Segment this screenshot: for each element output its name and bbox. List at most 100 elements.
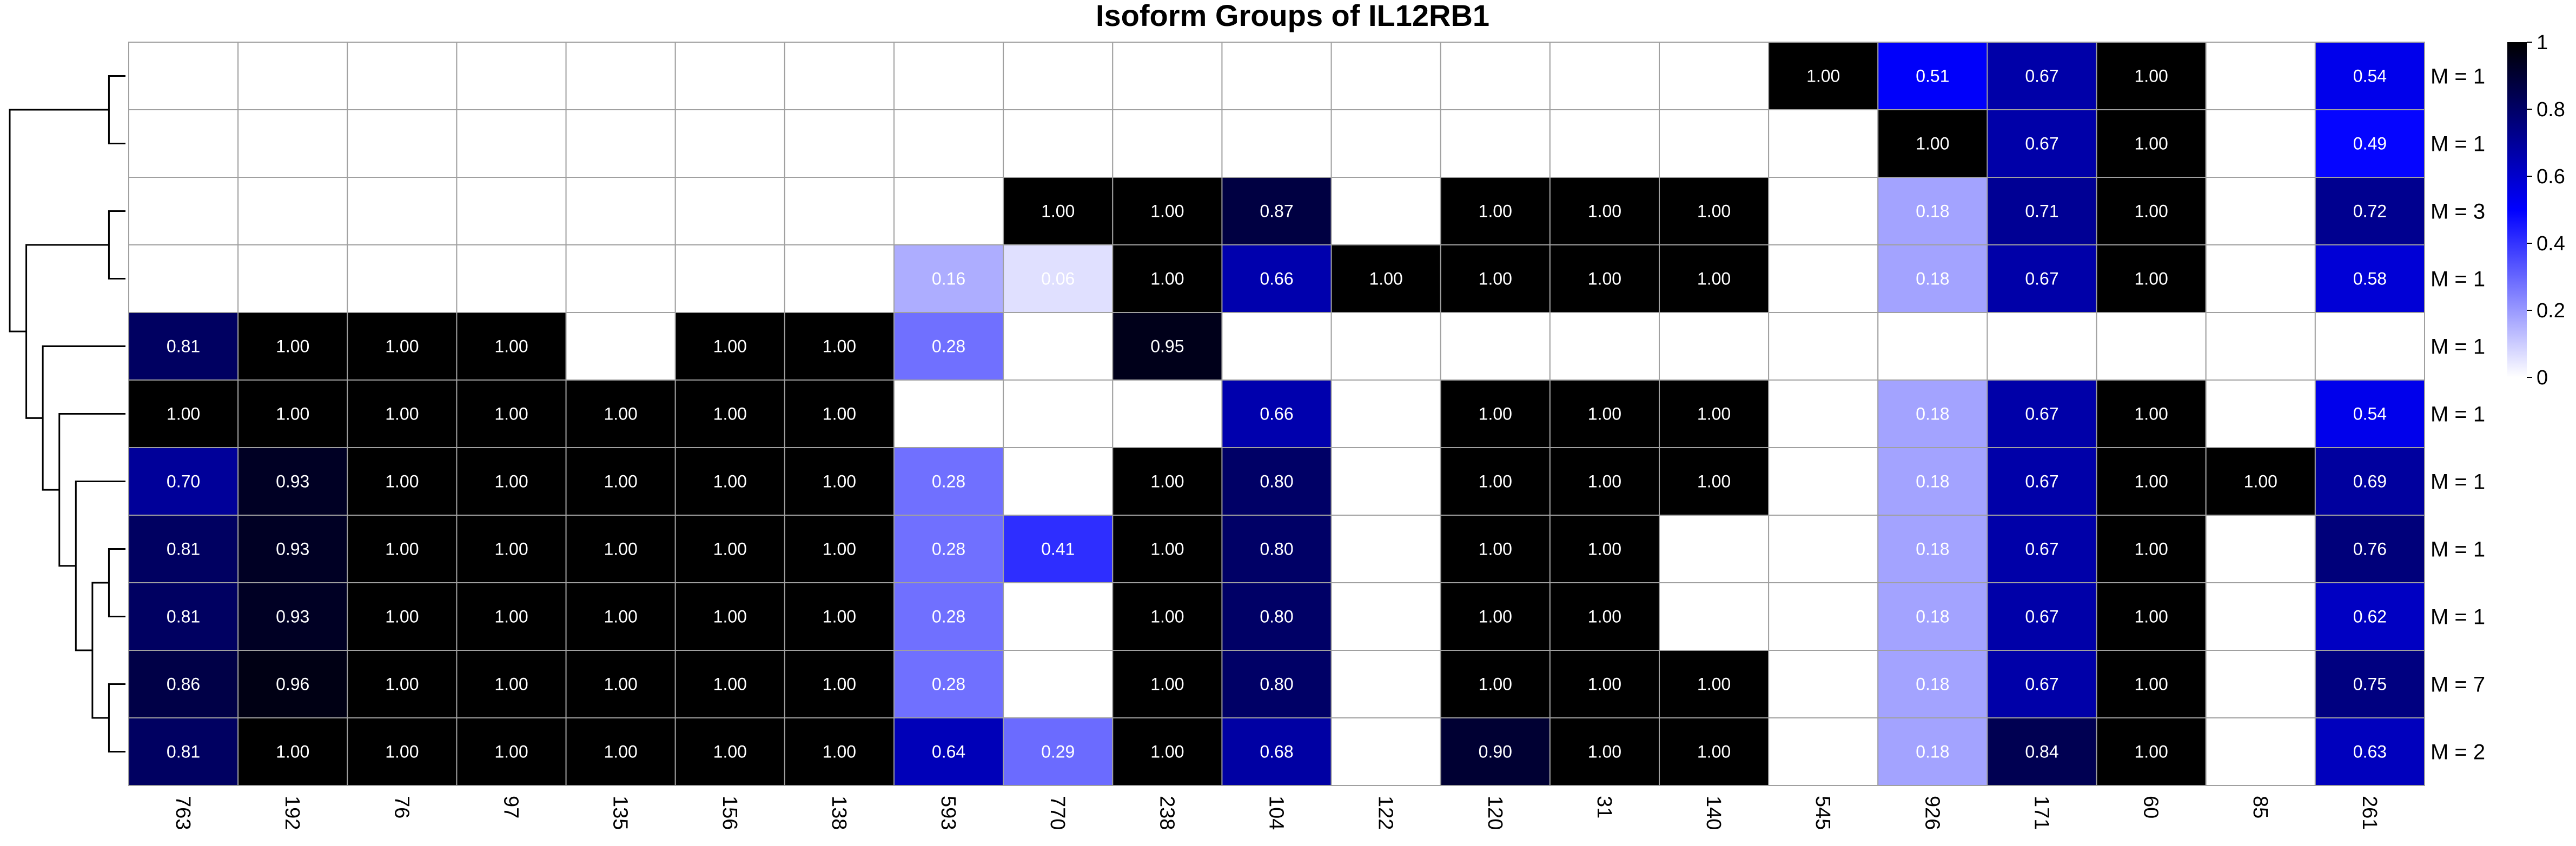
dendrogram-branch xyxy=(75,481,125,651)
heatmap-cell xyxy=(2205,312,2316,381)
heatmap-cell xyxy=(1549,109,1660,178)
dendrogram-branch xyxy=(9,109,109,332)
cell-value-label: 0.54 xyxy=(2353,404,2387,424)
heatmap-cell xyxy=(1112,42,1223,110)
heatmap-cell xyxy=(2314,447,2425,516)
heatmap-cell xyxy=(1768,650,1879,718)
cell-value-label: 0.28 xyxy=(932,539,965,559)
cell-value-label: 1.00 xyxy=(1588,404,1621,424)
cell-value-label: 0.66 xyxy=(1260,404,1293,424)
cell-value-label: 1.00 xyxy=(1479,675,1512,694)
heatmap-cell xyxy=(1768,42,1879,110)
heatmap-cell xyxy=(128,447,239,516)
heatmap-cell xyxy=(2096,379,2207,448)
heatmap-cells xyxy=(128,42,2425,786)
heatmap-cell xyxy=(674,447,785,516)
heatmap-cell xyxy=(2205,515,2316,583)
color-legend: 0 0.2 0.4 0.6 0.8 1 xyxy=(2507,31,2565,389)
dendrogram-branch xyxy=(108,548,125,617)
cell-value-label: 1.00 xyxy=(1150,202,1184,221)
column-label: 140 xyxy=(1702,796,1725,830)
cell-value-label: 1.00 xyxy=(1697,675,1731,694)
column-label: 238 xyxy=(1155,796,1178,830)
heatmap-cell xyxy=(2314,582,2425,651)
heatmap-cell xyxy=(1221,717,1332,786)
legend-tick-label: 0.4 xyxy=(2537,232,2565,255)
heatmap-cell xyxy=(674,109,785,178)
cell-value-label: 1.00 xyxy=(1916,134,1949,154)
heatmap-cell xyxy=(1440,244,1551,313)
cell-value-label: 1.00 xyxy=(713,337,747,356)
cell-value-label: 1.00 xyxy=(1588,472,1621,491)
row-label: M = 2 xyxy=(2431,741,2485,764)
heatmap-cell xyxy=(2314,379,2425,448)
cell-value-label: 0.81 xyxy=(167,607,200,627)
column-label: 770 xyxy=(1046,796,1069,830)
heatmap-cell xyxy=(784,582,895,651)
heatmap-cell xyxy=(1330,582,1441,651)
dendrogram-branch xyxy=(108,210,125,279)
heatmap-cell xyxy=(1330,650,1441,718)
heatmap-cell xyxy=(1330,244,1441,313)
cell-value-label: 1.00 xyxy=(1150,269,1184,289)
cell-value-label: 0.87 xyxy=(1260,202,1293,221)
heatmap-cell xyxy=(1877,312,1988,381)
heatmap-cell xyxy=(2096,650,2207,718)
cell-value-label: 0.58 xyxy=(2353,269,2387,289)
cell-value-label: 0.96 xyxy=(276,675,309,694)
heatmap-cell xyxy=(1440,177,1551,245)
heatmap-cell xyxy=(1549,312,1660,381)
cell-value-label: 0.18 xyxy=(1916,539,1949,559)
column-label: 76 xyxy=(390,796,413,818)
cell-value-label: 1.00 xyxy=(1150,607,1184,627)
cell-value-label: 1.00 xyxy=(1479,472,1512,491)
heatmap-cell xyxy=(2205,244,2316,313)
cell-value-label: 0.69 xyxy=(2353,472,2387,491)
heatmap-cell xyxy=(1986,650,2097,718)
cell-value-label: 0.80 xyxy=(1260,472,1293,491)
heatmap-cell xyxy=(2096,582,2207,651)
heatmap-cell xyxy=(1440,717,1551,786)
heatmap-cell xyxy=(347,650,458,718)
cell-value-label: 1.00 xyxy=(385,675,419,694)
heatmap-cell xyxy=(893,650,1004,718)
heatmap-cell xyxy=(1659,717,1770,786)
cell-value-label: 1.00 xyxy=(385,607,419,627)
cell-value-label: 0.80 xyxy=(1260,675,1293,694)
cell-value-label: 1.00 xyxy=(2135,607,2168,627)
cell-value-label: 0.18 xyxy=(1916,404,1949,424)
cell-value-label: 1.00 xyxy=(1806,66,1840,86)
heatmap-cell xyxy=(1330,379,1441,448)
cell-value-label: 1.00 xyxy=(2135,269,2168,289)
heatmap-cell xyxy=(1549,244,1660,313)
heatmap-cell xyxy=(1221,515,1332,583)
heatmap-cell xyxy=(1003,379,1114,448)
row-label: M = 7 xyxy=(2431,673,2485,697)
heatmap-cell xyxy=(2314,244,2425,313)
heatmap-cell xyxy=(456,717,567,786)
cell-value-label: 1.00 xyxy=(1150,539,1184,559)
heatmap-cell xyxy=(1659,379,1770,448)
heatmap-cell xyxy=(2205,447,2316,516)
heatmap-cell xyxy=(1986,244,2097,313)
heatmap-cell xyxy=(1330,717,1441,786)
cell-value-label: 0.80 xyxy=(1260,607,1293,627)
cell-value-label: 0.66 xyxy=(1260,269,1293,289)
cell-value-label: 1.00 xyxy=(1479,539,1512,559)
heatmap-cell xyxy=(2314,717,2425,786)
heatmap-cell xyxy=(1877,379,1988,448)
heatmap-cell xyxy=(1440,379,1551,448)
row-label: M = 1 xyxy=(2431,335,2485,359)
cell-value-label: 1.00 xyxy=(385,742,419,762)
column-label: 926 xyxy=(1921,796,1943,830)
cell-value-label: 0.67 xyxy=(2025,404,2058,424)
cell-value-label: 1.00 xyxy=(823,472,856,491)
heatmap-cell xyxy=(2205,109,2316,178)
heatmap-cell xyxy=(237,42,348,110)
heatmap-cell xyxy=(237,379,348,448)
heatmap-cell xyxy=(1221,42,1332,110)
heatmap-cell xyxy=(565,42,676,110)
heatmap-cell xyxy=(237,244,348,313)
heatmap-cell xyxy=(2205,177,2316,245)
